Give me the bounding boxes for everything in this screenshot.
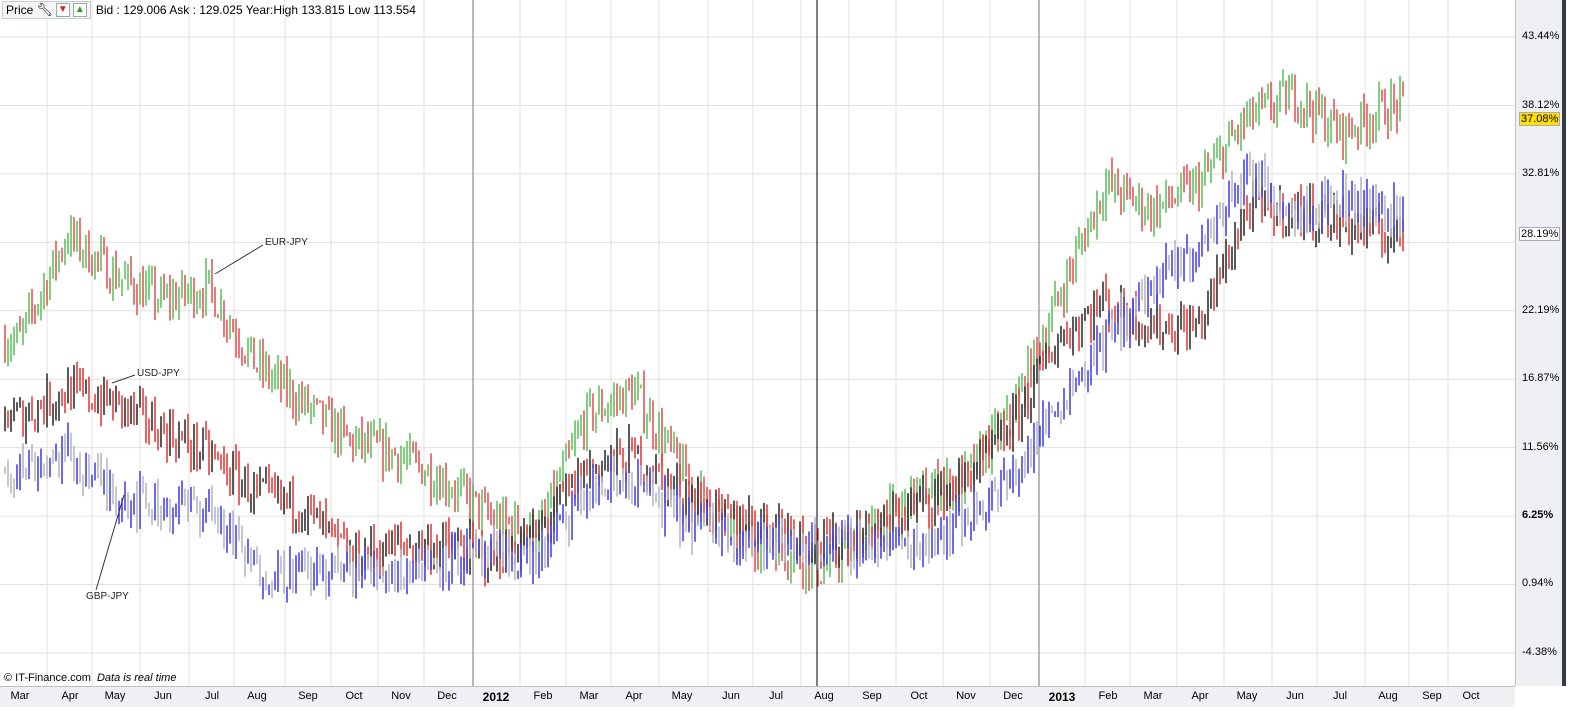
scrollbar-edge[interactable] (1562, 0, 1566, 686)
toolbar-title: Price (6, 3, 34, 17)
quote-text: Bid : 129.006 Ask : 129.025 Year:High 13… (95, 3, 416, 17)
zoom-out-red-icon[interactable]: ▼ (55, 3, 70, 17)
leader-line-eur-jpy (214, 244, 264, 275)
x-tick-label: Oct (910, 690, 928, 702)
y-tick-label: 22.19% (1522, 303, 1560, 316)
x-tick-label: Mar (1143, 690, 1163, 702)
x-tick-label: Feb (1098, 690, 1118, 702)
credit: © IT-Finance.com Data is real time (4, 672, 176, 684)
x-tick-label: Jul (1332, 690, 1348, 702)
x-tick-label: May (1236, 690, 1258, 702)
x-tick-label: Mar (10, 690, 30, 702)
x-tick-label: May (104, 690, 126, 702)
y-tick-label: -4.38% (1522, 646, 1557, 658)
x-tick-label: Mar (579, 690, 599, 702)
series-label-gbp-jpy: GBP-JPY (86, 591, 129, 602)
x-tick-label: Aug (247, 690, 267, 702)
x-tick-label: Oct (1462, 690, 1480, 702)
series-label-usd-jpy: USD-JPY (137, 368, 180, 379)
toolbar-box: Price 🔧︎ ▼ ▲ (2, 1, 91, 19)
price-chart[interactable] (0, 0, 1515, 686)
x-tick-label: Dec (437, 690, 457, 702)
y-tick-label: 0.94% (1522, 577, 1554, 590)
x-axis[interactable]: Mar Apr May Jun Jul Aug Sep Oct Nov Dec 2012 Feb Mar… (0, 686, 1515, 707)
x-tick-label: Jun (154, 690, 172, 702)
wrench-icon[interactable]: 🔧︎ (36, 2, 53, 17)
leader-line-usd-jpy (111, 374, 136, 384)
last-value-label: 37.08% (1519, 112, 1561, 126)
x-tick-label: Aug (1378, 690, 1398, 702)
x-tick-label: Nov (956, 690, 976, 702)
x-tick-label: 2012 (482, 690, 510, 704)
zoom-in-green-icon[interactable]: ▲ (72, 3, 87, 17)
x-tick-label: Dec (1003, 690, 1023, 702)
y-tick-label: 16.87% (1522, 372, 1560, 385)
x-tick-label: Apr (61, 690, 79, 702)
leader-line-gbp-jpy (95, 494, 125, 591)
last-value-label: 28.19% (1519, 227, 1561, 241)
x-tick-label: Sep (298, 690, 318, 702)
x-tick-label: Apr (625, 690, 643, 702)
y-tick-label: 32.81% (1522, 166, 1560, 179)
x-tick-label: May (671, 690, 693, 702)
credit-note: Data is real time (96, 672, 177, 684)
y-tick-label: 43.44% (1522, 30, 1560, 42)
x-tick-label: Jun (1286, 690, 1304, 702)
toolbar: Price 🔧︎ ▼ ▲ Bid : 129.006 Ask : 129.025… (2, 1, 416, 19)
x-tick-label: Jun (722, 690, 740, 702)
series-label-eur-jpy: EUR-JPY (265, 237, 308, 248)
y-tick-label: 6.25% (1522, 509, 1554, 522)
x-tick-label: Jul (768, 690, 784, 702)
credit-source: © IT-Finance.com (4, 672, 91, 684)
x-tick-label: Nov (391, 690, 411, 702)
x-tick-label: Sep (1422, 690, 1442, 702)
y-tick-label: 11.56% (1522, 440, 1559, 453)
x-tick-label: Feb (533, 690, 553, 702)
x-tick-label: Sep (862, 690, 882, 702)
x-tick-label: 2013 (1048, 690, 1076, 704)
y-axis[interactable]: 43.44% 38.12% 32.81% 22.19% 16.87% 11.56% 6.25… (1515, 0, 1563, 686)
x-tick-label: Jul (204, 690, 220, 702)
x-tick-label: Oct (345, 690, 363, 702)
y-tick-label: 38.12% (1522, 98, 1560, 111)
x-tick-label: Apr (1191, 690, 1209, 702)
x-tick-label: Aug (814, 690, 834, 702)
